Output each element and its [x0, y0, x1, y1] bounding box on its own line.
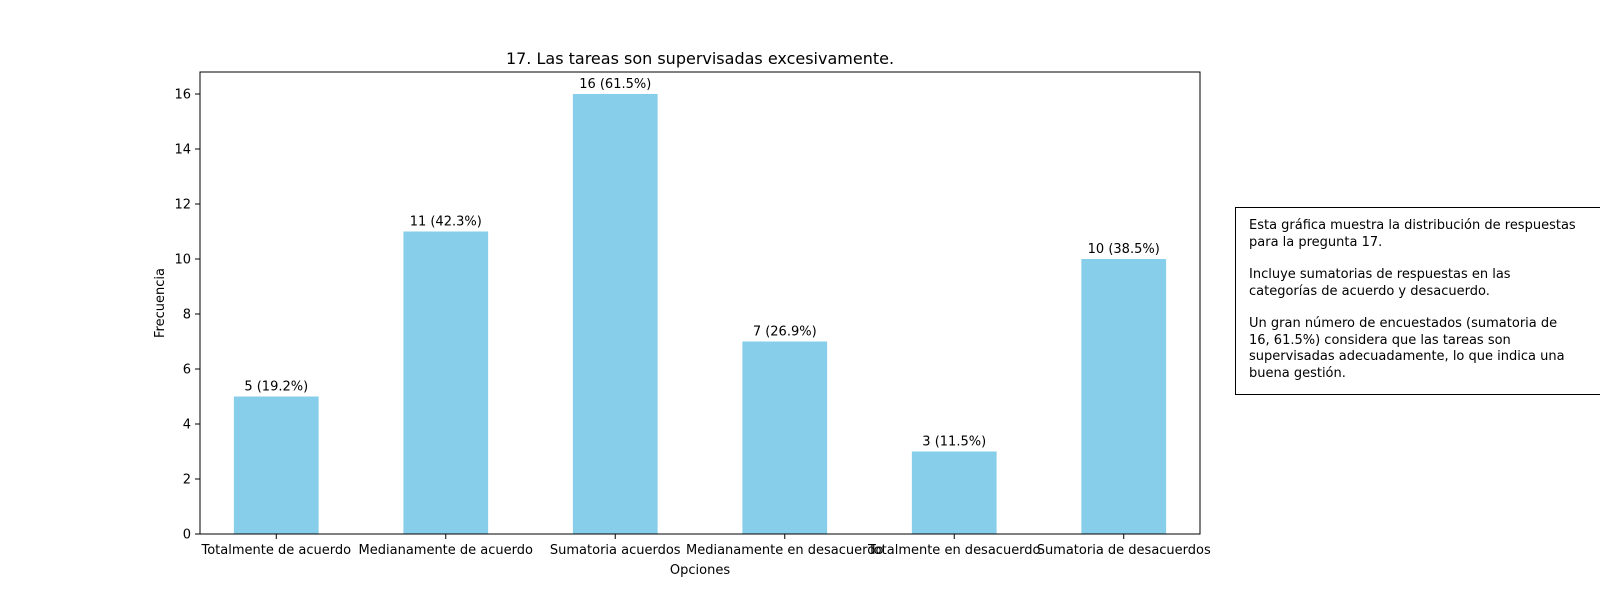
bar-value-label: 7 (26.9%): [753, 325, 817, 340]
y-tick-label: 10: [174, 253, 191, 268]
x-tick-label: Sumatoria acuerdos: [550, 543, 681, 558]
bar: [742, 341, 828, 534]
annotation-paragraph: Esta gráfica muestra la distribución de …: [1249, 218, 1576, 250]
y-tick-label: 8: [183, 308, 191, 323]
annotation-paragraph: Un gran número de encuestados (sumatoria…: [1249, 316, 1565, 381]
annotation-paragraph: Incluye sumatorias de respuestas en las …: [1249, 267, 1511, 299]
x-tick-label: Totalmente en desacuerdo: [867, 543, 1041, 558]
x-tick-label: Medianamente en desacuerdo: [686, 543, 883, 558]
annotation-box: Esta gráfica muestra la distribución de …: [1235, 207, 1600, 395]
plot-frame: [199, 71, 1201, 535]
y-tick-label: 6: [183, 363, 191, 378]
y-tick-label: 4: [183, 418, 191, 433]
x-tick-label: Sumatoria de desacuerdos: [1037, 543, 1211, 558]
y-tick-label: 14: [174, 143, 191, 158]
y-axis-label: Frecuencia: [153, 268, 168, 338]
bar-value-label: 5 (19.2%): [244, 380, 308, 395]
y-tick-label: 2: [183, 473, 191, 488]
bar-value-label: 11 (42.3%): [410, 215, 482, 230]
bar: [233, 396, 319, 534]
bar-value-label: 10 (38.5%): [1088, 242, 1160, 257]
bar: [1081, 259, 1167, 534]
x-tick-label: Totalmente de acuerdo: [200, 543, 351, 558]
bar: [572, 94, 658, 534]
x-axis-label: Opciones: [670, 563, 730, 578]
bar-value-label: 3 (11.5%): [922, 435, 986, 450]
bar-value-label: 16 (61.5%): [579, 77, 651, 92]
y-tick-label: 12: [174, 198, 191, 213]
y-tick-label: 16: [174, 88, 191, 103]
bar: [911, 451, 997, 534]
chart-title: 17. Las tareas son supervisadas excesiva…: [506, 49, 894, 68]
x-tick-label: Medianamente de acuerdo: [359, 543, 533, 558]
y-tick-label: 0: [183, 528, 191, 543]
bar: [403, 231, 489, 534]
